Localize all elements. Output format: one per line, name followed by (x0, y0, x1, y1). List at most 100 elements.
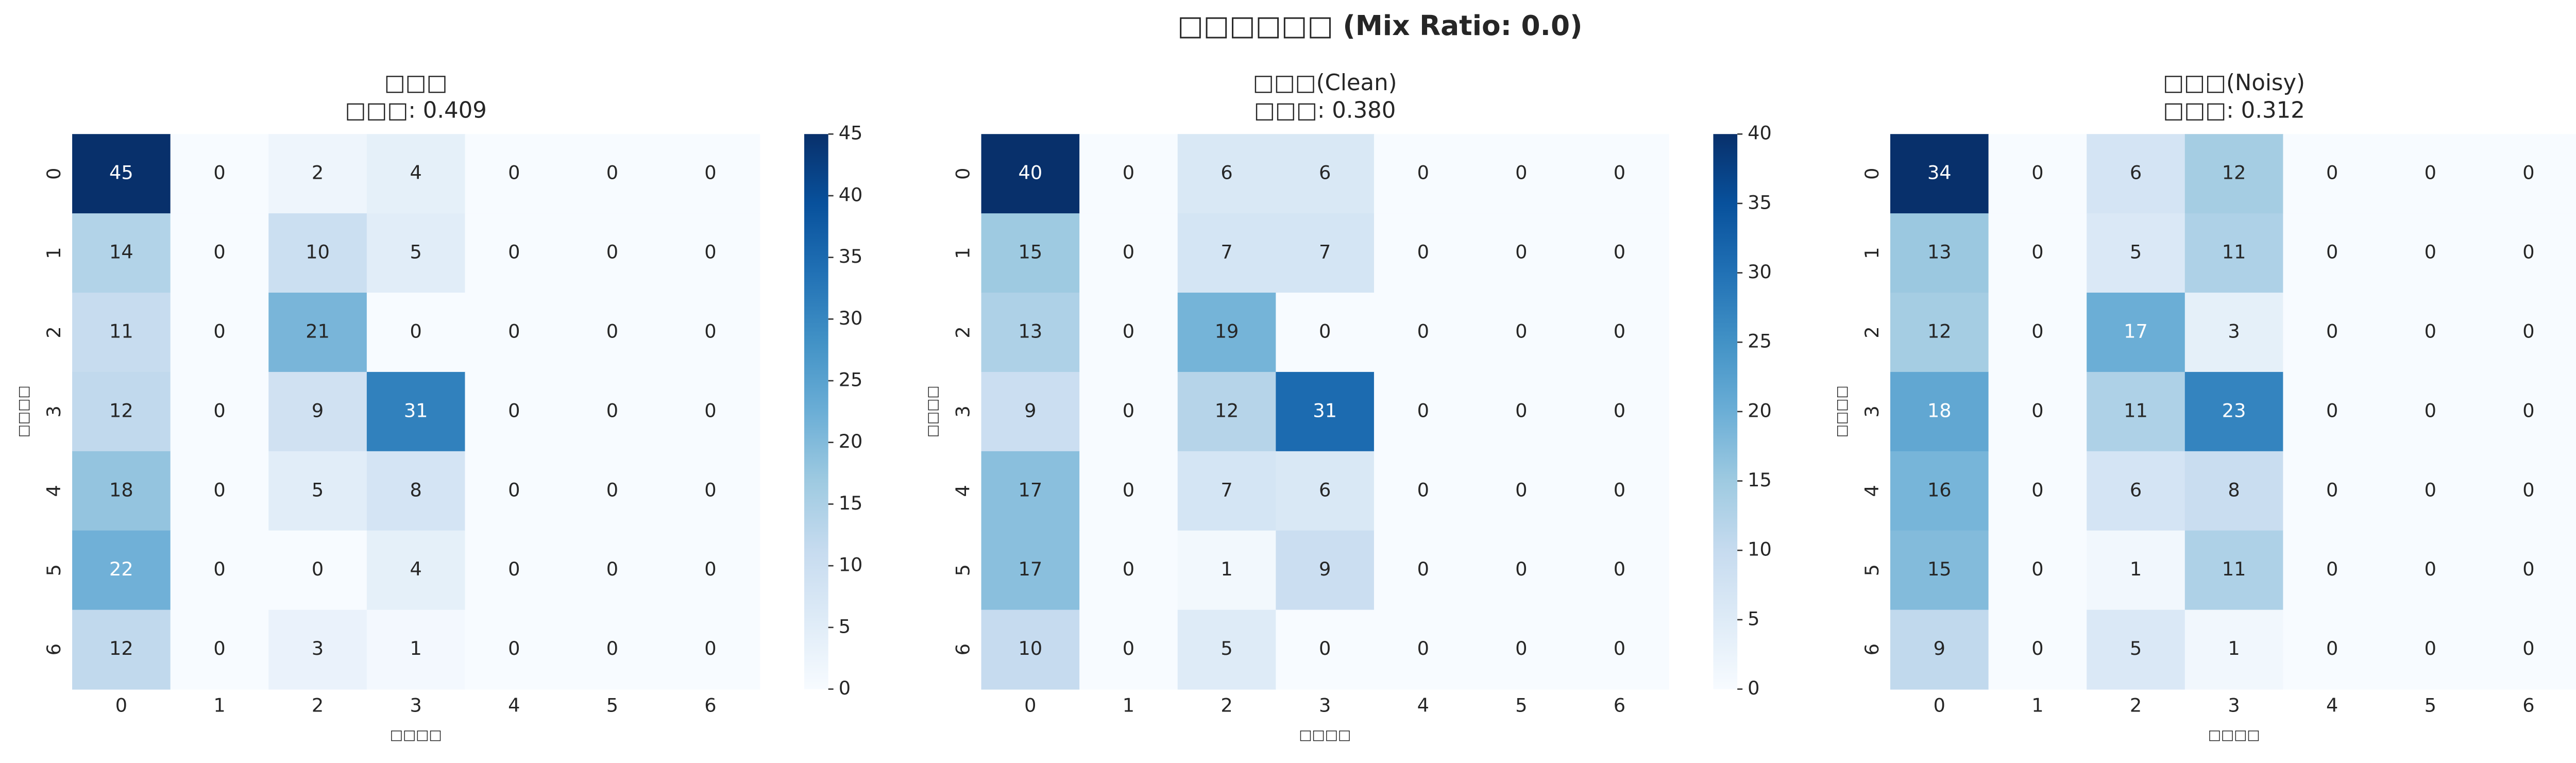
colorbar-tick-label: 25 (839, 369, 863, 391)
colorbar-tick-label: 35 (839, 245, 863, 267)
cell (1988, 134, 2088, 214)
cell-label: 0 (1515, 241, 1527, 263)
cell (2283, 609, 2382, 690)
cell-label: 0 (2031, 399, 2043, 421)
cell-label: 0 (606, 320, 618, 342)
cell-label: 4 (410, 558, 422, 580)
y-tick-label: 6 (43, 643, 65, 655)
cell-label: 0 (2522, 320, 2534, 342)
cell (1988, 609, 2088, 690)
cell-label: 45 (109, 162, 133, 184)
cell-label: 12 (1215, 399, 1239, 421)
cell-label: 17 (2124, 320, 2148, 342)
cell-label: 0 (1614, 479, 1625, 501)
cell-label: 0 (2326, 162, 2338, 184)
cell (72, 293, 171, 372)
cell-label: 0 (213, 399, 225, 421)
cell-label: 0 (1614, 320, 1625, 342)
cell-label: 40 (1019, 162, 1043, 184)
cell-label: 8 (2228, 479, 2240, 501)
cell (72, 371, 171, 452)
cell-label: 5 (2130, 241, 2142, 263)
cell (1472, 530, 1571, 611)
x-tick-label: 0 (1934, 694, 1945, 716)
y-tick-label: 3 (43, 405, 65, 417)
colorbar-tick-label: 20 (839, 430, 863, 452)
cell-label: 12 (1927, 320, 1952, 342)
cell-label: 12 (109, 399, 133, 421)
cell-label: 11 (2124, 399, 2148, 421)
cell-label: 1 (410, 637, 422, 659)
y-tick-label: 1 (1861, 247, 1883, 259)
x-tick-label: 4 (508, 694, 520, 716)
cell-label: 6 (1319, 479, 1331, 501)
cell-label: 1 (1221, 558, 1232, 580)
cell-label: 0 (1614, 558, 1625, 580)
cell (2184, 213, 2284, 294)
cell (2381, 609, 2480, 690)
x-tick-label: 1 (2031, 694, 2043, 716)
cell-label: 0 (2522, 162, 2534, 184)
cell (661, 134, 760, 214)
cell (1177, 530, 1277, 611)
cell-label: 0 (2031, 162, 2043, 184)
cell-label: 0 (1417, 637, 1429, 659)
cell (268, 451, 367, 531)
cell (2283, 371, 2382, 452)
cell-label: 0 (213, 479, 225, 501)
cell-label: 0 (508, 479, 520, 501)
cell (1890, 371, 1989, 452)
cell-label: 0 (704, 162, 716, 184)
cell (2479, 451, 2576, 531)
cell-label: 0 (312, 558, 324, 580)
cell-label: 0 (704, 637, 716, 659)
cell-label: 9 (1934, 637, 1945, 659)
cell (1472, 293, 1571, 372)
x-tick-label: 6 (704, 694, 716, 716)
cell (1570, 134, 1669, 214)
colorbar-tick-label: 20 (1748, 399, 1772, 421)
cell-label: 0 (2031, 637, 2043, 659)
cell (268, 530, 367, 611)
cell-label: 0 (2425, 558, 2436, 580)
cell-label: 15 (1019, 241, 1043, 263)
y-tick-label: 3 (1861, 405, 1883, 417)
cell (981, 451, 1080, 531)
cell (268, 134, 367, 214)
cell (170, 134, 269, 214)
cell-label: 18 (109, 479, 133, 501)
cell (1177, 451, 1277, 531)
cell-label: 31 (1313, 399, 1337, 421)
cell-label: 0 (2031, 479, 2043, 501)
cell (170, 293, 269, 372)
cell (1276, 134, 1375, 214)
cell-label: 0 (1319, 320, 1331, 342)
cell-label: 0 (1417, 320, 1429, 342)
cell (1570, 213, 1669, 294)
cell-label: 0 (704, 479, 716, 501)
cell (2479, 134, 2576, 214)
cell (1570, 451, 1669, 531)
cell-label: 0 (1417, 399, 1429, 421)
y-tick-label: 2 (43, 326, 65, 338)
y-tick-label: 3 (952, 405, 974, 417)
cell (2479, 371, 2576, 452)
cell (2381, 451, 2480, 531)
colorbar (1713, 134, 1738, 689)
cell-label: 0 (1515, 162, 1527, 184)
x-tick-label: 1 (213, 694, 225, 716)
colorbar-tick-label: 40 (839, 183, 863, 206)
cell-label: 0 (1319, 637, 1331, 659)
cell (1472, 134, 1571, 214)
cell-label: 13 (1019, 320, 1043, 342)
x-tick-label: 2 (312, 694, 324, 716)
cell-label: 4 (410, 162, 422, 184)
cell (2283, 134, 2382, 214)
cell (981, 371, 1080, 452)
y-tick-label: 5 (952, 564, 974, 576)
cell-label: 0 (1123, 241, 1134, 263)
cell (2381, 134, 2480, 214)
cell (1472, 609, 1571, 690)
cell (1890, 293, 1989, 372)
cell-label: 0 (1123, 558, 1134, 580)
